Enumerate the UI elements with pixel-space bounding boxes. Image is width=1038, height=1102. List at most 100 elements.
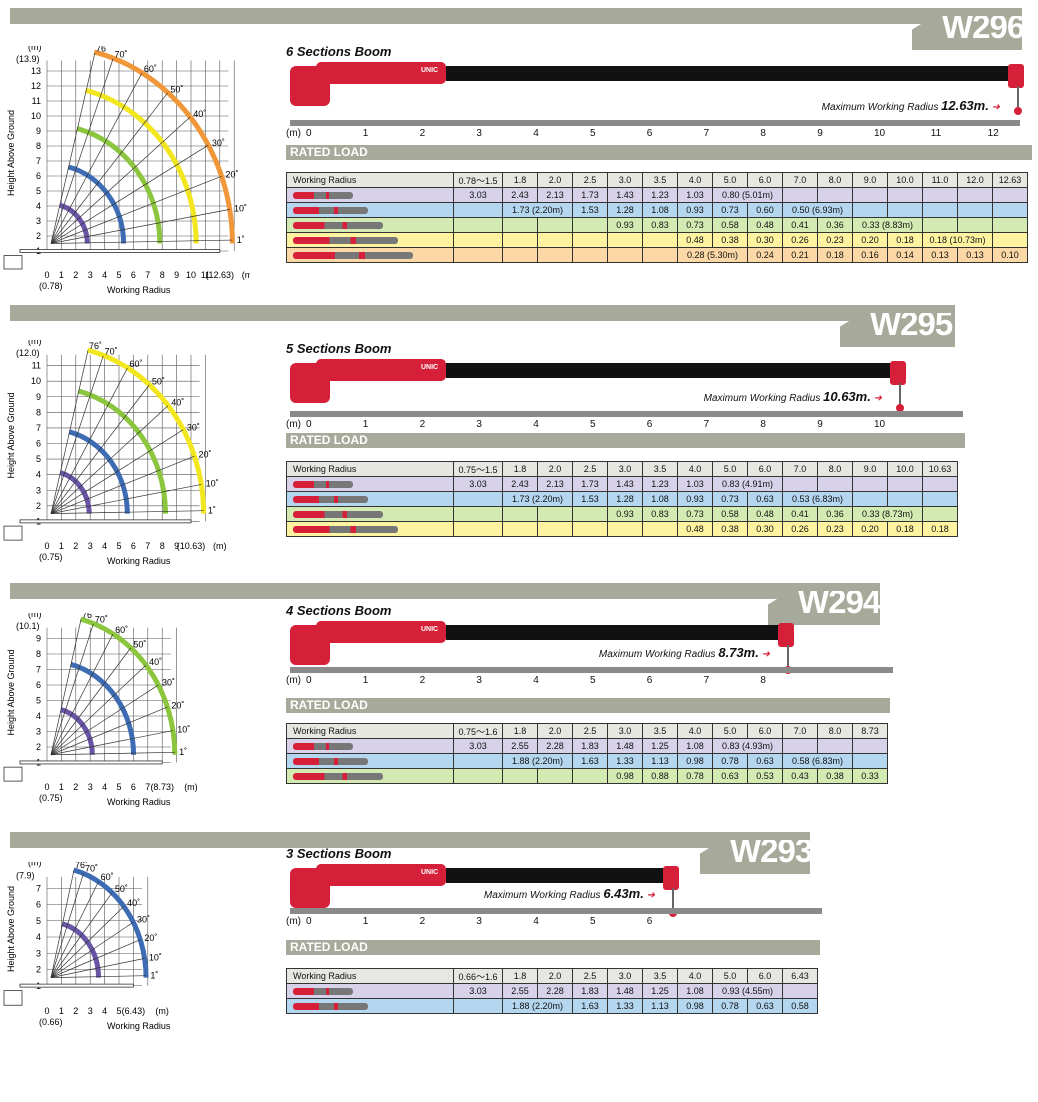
table-row: 1.88 (2.20m) 1.63 1.33 1.13 0.98 0.78 0.63 0.58… [286, 753, 888, 769]
radius-column-header: 11.0 [922, 172, 958, 188]
x-tick-label: 7 [145, 541, 150, 551]
rated-load-cell: 0.58 (6.83m) [782, 753, 853, 769]
rated-load-cell: 0.38 [712, 232, 748, 248]
rated-load-cell: 2.28 [537, 738, 573, 754]
x-tick-label: 4 [102, 270, 107, 280]
radius-column-header: 0.66～1.6 [453, 968, 503, 984]
rated-load-cell [887, 202, 923, 218]
angle-label: 20˚ [171, 700, 184, 710]
angle-line [50, 209, 230, 244]
y-tick-label: 3 [36, 948, 41, 958]
boom-sections-title: 5 Sections Boom [286, 341, 392, 356]
y-axis-label: Height Above Ground [6, 886, 16, 972]
boom-section-icon [293, 207, 368, 215]
rated-load-cell: 0.98 [677, 753, 713, 769]
rated-load-cell: 1.53 [572, 491, 608, 507]
y-tick-label: 2 [36, 501, 41, 511]
angle-line [50, 350, 89, 514]
rated-load-cell [957, 202, 993, 218]
truck-base [19, 249, 221, 253]
boom-telescopic-sections [446, 868, 665, 883]
truck-cab [3, 255, 23, 270]
rated-load-cell: 1.13 [642, 998, 678, 1014]
table-header-row: Working Radius 0.75～1.6 1.8 2.0 2.5 3.0 3.5 4.0… [286, 723, 888, 739]
rated-load-cell [537, 217, 573, 233]
rated-load-cell: 1.23 [642, 476, 678, 492]
radius-column-header: 12.0 [957, 172, 993, 188]
min-radius-label: (0.75) [39, 793, 63, 803]
boom-head [890, 361, 906, 385]
model-section-w293: W293 76˚70˚60˚50˚40˚30˚20˚10˚1˚(m)(7.9)12… [0, 832, 1038, 1102]
rated-load-cell: 2.28 [537, 983, 573, 999]
radius-column-header: 7.0 [782, 723, 818, 739]
x-tick-label: 7 [145, 270, 150, 280]
rated-load-cell: 0.30 [747, 521, 783, 537]
y-tick-label: 11 [32, 96, 41, 106]
rated-load-cell: 2.13 [537, 476, 573, 492]
angle-line [50, 116, 191, 244]
rated-load-cell: 0.13 [957, 247, 993, 263]
rated-load-cell [537, 768, 573, 784]
radius-column-header: 2.0 [537, 172, 573, 188]
height-unit: (m) [28, 862, 42, 868]
boom-telescopic-sections [446, 66, 1010, 81]
rated-load-cell: 1.63 [572, 998, 608, 1014]
rated-load-cell: 0.58 [712, 506, 748, 522]
ruler-tick-label: 0 [306, 916, 312, 927]
rated-load-cell: 0.98 [677, 998, 713, 1014]
rated-load-cell [642, 232, 678, 248]
rated-load-cell: 1.03 [677, 187, 713, 203]
rated-load-cell [782, 983, 818, 999]
rated-load-cell [992, 217, 1028, 233]
rated-load-cell: 1.88 (2.20m) [502, 998, 573, 1014]
ruler-tick-label: 2 [419, 128, 426, 139]
rated-load-cell: 0.26 [782, 521, 818, 537]
rated-load-cell: 0.43 [782, 768, 818, 784]
working-range-diagram: 76˚70˚60˚50˚40˚30˚20˚10˚1˚(m)(12.0)12345… [3, 340, 227, 566]
boom-illustration: UNIC [290, 864, 679, 917]
arrow-icon: ➜ [758, 649, 770, 660]
truck-cab [3, 766, 23, 782]
rated-load-cell: 1.48 [607, 983, 643, 999]
boom-length-cell [286, 247, 454, 263]
angle-label: 10˚ [206, 479, 219, 489]
table-row: 1.88 (2.20m) 1.63 1.33 1.13 0.98 0.78 0.63 0.58 [286, 998, 818, 1014]
rated-load-cell [922, 217, 958, 233]
rated-load-cell: 2.43 [502, 187, 538, 203]
radius-column-header: 9.0 [852, 172, 888, 188]
ruler-unit: (m) [286, 128, 301, 139]
angle-label: 1˚ [237, 235, 245, 245]
radius-column-header: 2.5 [572, 723, 608, 739]
rated-load-cell [957, 187, 993, 203]
model-name: W293 [730, 832, 813, 869]
x-tick-label: 5 [116, 782, 121, 792]
radius-column-header: 6.43 [782, 968, 818, 984]
ruler-tick-label: 5 [590, 128, 596, 139]
rated-load-cell: 0.10 [992, 247, 1028, 263]
angle-label: 40˚ [149, 657, 162, 667]
hook-icon [1014, 107, 1022, 115]
angle-line [50, 684, 159, 756]
ruler-tick-label: 3 [476, 419, 482, 430]
rated-load-cell: 0.28 (5.30m) [677, 247, 748, 263]
boom-length-cell [286, 491, 454, 507]
working-range-diagram: 76˚70˚60˚50˚40˚30˚20˚10˚1˚(m)(7.9)123456… [3, 862, 171, 1031]
working-radius-header: Working Radius [286, 723, 454, 739]
hook-icon [896, 404, 904, 412]
ruler-tick-label: 5 [590, 675, 596, 686]
boom-telescopic-sections [446, 625, 780, 640]
working-range-diagram: 76˚70˚60˚50˚40˚30˚20˚10˚1˚(m)(10.1)12345… [3, 613, 198, 807]
rated-load-cell: 0.20 [852, 232, 888, 248]
x-tick-label: 3 [88, 270, 93, 280]
table-row: 0.98 0.88 0.78 0.63 0.53 0.43 0.38 0.33 [286, 768, 888, 784]
boom-section-icon [293, 743, 353, 751]
rated-load-cell: 0.48 [677, 521, 713, 537]
rated-load-cell: 0.93 [677, 491, 713, 507]
rated-load-table: Working Radius 0.78～1.5 1.8 2.0 2.5 3.0 3.5 4.0… [286, 172, 1028, 263]
ruler-tick-label: 6 [646, 128, 653, 139]
angle-label: 20˚ [226, 170, 239, 180]
rated-load-cell: 0.93 [677, 202, 713, 218]
angle-label: 70˚ [85, 864, 98, 874]
rated-load-cell: 0.78 [712, 753, 748, 769]
angle-line [50, 429, 184, 514]
